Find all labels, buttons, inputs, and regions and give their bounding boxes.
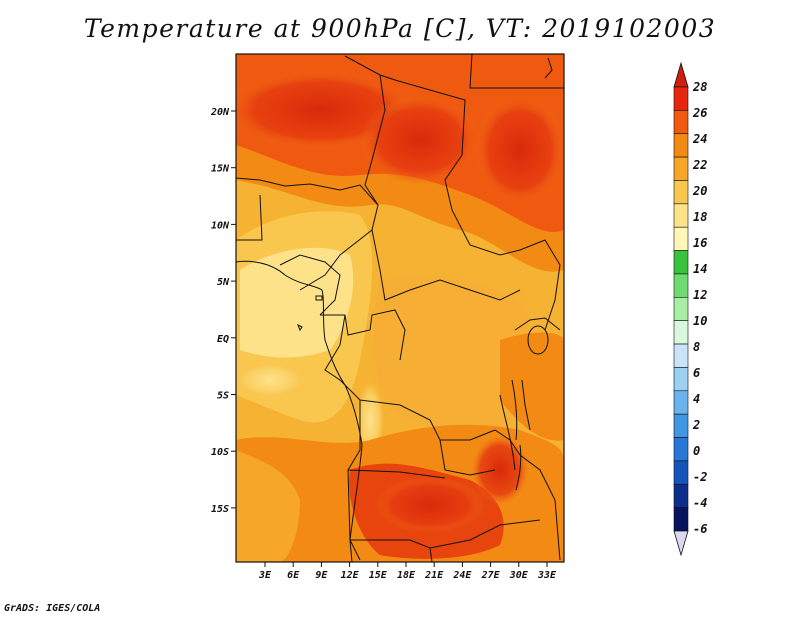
lat-label: 5N xyxy=(217,277,230,288)
colorbar-label: 24 xyxy=(692,132,707,146)
lakes xyxy=(297,295,549,491)
colorbar-label: 10 xyxy=(693,314,707,328)
colorbar-label: 14 xyxy=(693,262,707,276)
colorbar-swatch xyxy=(673,413,689,438)
colorbar-swatch xyxy=(673,320,689,345)
lon-label: 27E xyxy=(481,570,501,581)
colorbar-swatch xyxy=(673,507,689,532)
colorbar-swatch xyxy=(673,297,689,321)
lat-label: 15N xyxy=(211,164,230,175)
colorbar-top-arrow xyxy=(673,61,689,88)
colorbar-label: -2 xyxy=(693,470,707,484)
colorbar-label: 4 xyxy=(693,392,700,406)
lon-label: 3E xyxy=(258,570,272,581)
lon-label: 12E xyxy=(341,570,360,581)
colorbar-bottom-arrow xyxy=(673,530,689,557)
lon-label: 24E xyxy=(452,570,472,581)
colorbar-swatch xyxy=(673,203,689,228)
colorbar-swatch xyxy=(673,180,689,205)
lon-label: 18E xyxy=(397,570,416,581)
lat-label: 10N xyxy=(211,220,230,231)
colorbar-label: 18 xyxy=(693,210,707,224)
country-borders xyxy=(236,54,564,562)
colorbar-label: 22 xyxy=(692,158,707,172)
colorbar-swatch xyxy=(673,133,689,158)
colorbar-label: 20 xyxy=(692,184,707,198)
lon-label: 9E xyxy=(315,570,328,581)
colorbar-label: 16 xyxy=(693,236,707,250)
lon-label: 21E xyxy=(424,570,444,581)
lon-label: 30E xyxy=(509,570,529,581)
colorbar-swatch xyxy=(673,273,689,298)
lon-label: 15E xyxy=(369,570,388,581)
lat-label: 20N xyxy=(210,107,230,118)
latitude-axis: 20N 15N 10N 5N EQ 5S 10S 15S xyxy=(210,107,236,515)
colorbar-swatch xyxy=(673,156,689,181)
coastline xyxy=(236,260,363,562)
colorbar-label: 2 xyxy=(692,418,700,432)
colorbar-swatch xyxy=(673,250,689,275)
lat-label: EQ xyxy=(217,334,229,345)
colorbar-label: -4 xyxy=(693,496,707,510)
colorbar-swatch xyxy=(673,86,689,111)
colorbar-swatch xyxy=(673,437,689,462)
lat-label: 15S xyxy=(211,504,229,515)
longitude-axis: 3E 6E 9E 12E 15E 18E 21E 24E 27E 30E 33E xyxy=(258,562,557,581)
colorbar-label: 28 xyxy=(692,80,707,94)
footer-credit: GrADS: IGES/COLA xyxy=(4,603,101,614)
colorbar-label: 8 xyxy=(693,340,700,354)
colorbar-swatch xyxy=(673,390,689,415)
lon-label: 6E xyxy=(287,570,300,581)
colorbar-swatch xyxy=(673,226,689,251)
colorbar-label: 26 xyxy=(692,106,707,120)
colorbar-label: 6 xyxy=(693,366,700,380)
colorbar-swatch xyxy=(673,460,689,485)
colorbar-label: -6 xyxy=(693,522,707,536)
colorbar-swatch xyxy=(673,110,689,135)
lon-label: 33E xyxy=(537,570,557,581)
lat-label: 5S xyxy=(217,391,229,402)
map-frame xyxy=(235,53,565,563)
colorbar-label: 0 xyxy=(693,444,700,458)
colorbar-swatch xyxy=(673,483,689,508)
lat-label: 10S xyxy=(211,447,229,458)
temperature-field xyxy=(236,54,564,562)
colorbar-swatch xyxy=(673,343,689,368)
map-title: Temperature at 900hPa [C], VT: 201910200… xyxy=(83,14,717,43)
colorbar-swatch xyxy=(673,367,689,392)
colorbar-label: 12 xyxy=(693,288,707,302)
